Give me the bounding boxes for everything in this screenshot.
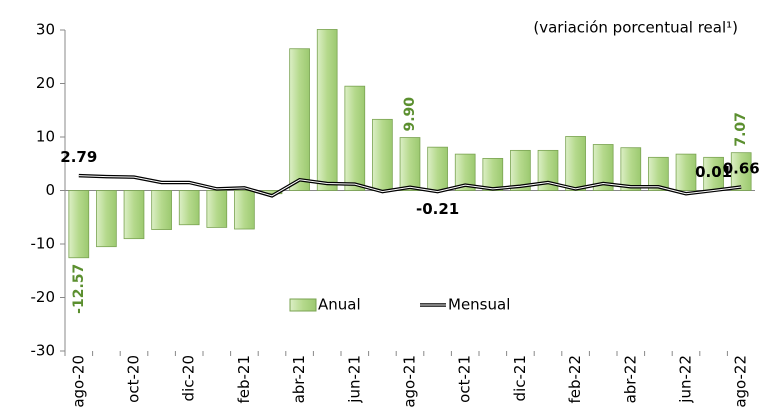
x-tick-label: ago-20: [69, 355, 87, 408]
y-tick-label: -20: [31, 288, 56, 306]
line-value-label: 2.79: [60, 148, 97, 166]
legend-swatch: [289, 298, 317, 312]
bar: [730, 152, 752, 191]
line-value-label: 0.66: [723, 159, 760, 177]
y-tick-label: 20: [36, 74, 55, 92]
x-tick-label: abr-21: [290, 355, 308, 403]
x-tick-label: jun-21: [345, 355, 363, 404]
x-tick-label: feb-21: [235, 355, 253, 404]
line-highlight: [78, 175, 742, 197]
x-tick-label: ago-21: [401, 355, 419, 408]
bar: [178, 190, 200, 226]
bar: [565, 136, 586, 191]
x-tick-label: ago-22: [732, 355, 750, 408]
bar: [510, 149, 531, 191]
y-tick-label: -30: [31, 342, 56, 360]
bar: [68, 190, 90, 259]
x-tick-label: dic-21: [511, 355, 529, 401]
bar: [316, 29, 338, 191]
bar: [482, 157, 504, 191]
y-tick-label: -10: [31, 235, 56, 253]
x-tick-label: jun-22: [677, 355, 695, 404]
bar: [454, 153, 476, 191]
bar: [344, 85, 366, 191]
legend-label: Mensual: [448, 296, 510, 314]
bar: [675, 153, 697, 191]
bar: [372, 118, 393, 191]
bar: [96, 190, 117, 248]
bar-value-label: 7.07: [733, 112, 749, 147]
x-tick-label: feb-22: [566, 355, 584, 404]
bar: [620, 147, 642, 191]
bar: [234, 190, 255, 230]
y-tick-label: 10: [36, 128, 55, 146]
bar: [648, 156, 669, 191]
bar: [206, 190, 228, 228]
x-tick-label: oct-21: [456, 355, 474, 403]
line-value-label: -0.21: [416, 200, 459, 218]
y-tick-label: 0: [45, 181, 55, 199]
annotation: (variación porcentual real¹): [533, 19, 738, 37]
line-value-label: 0.01: [695, 163, 732, 181]
x-tick-label: abr-22: [621, 355, 639, 403]
x-tick-label: dic-20: [180, 355, 198, 401]
bar: [123, 190, 145, 240]
bar: [592, 144, 614, 191]
x-tick-label: oct-20: [125, 355, 143, 403]
bar: [427, 146, 448, 191]
bar: [537, 149, 559, 191]
bar: [289, 48, 310, 191]
bar: [151, 190, 172, 230]
bar-value-label: -12.57: [71, 264, 87, 314]
bar: [399, 137, 421, 191]
y-tick-label: 30: [36, 21, 55, 39]
bar-value-label: 9.90: [402, 97, 418, 132]
legend-label: Anual: [318, 296, 361, 314]
